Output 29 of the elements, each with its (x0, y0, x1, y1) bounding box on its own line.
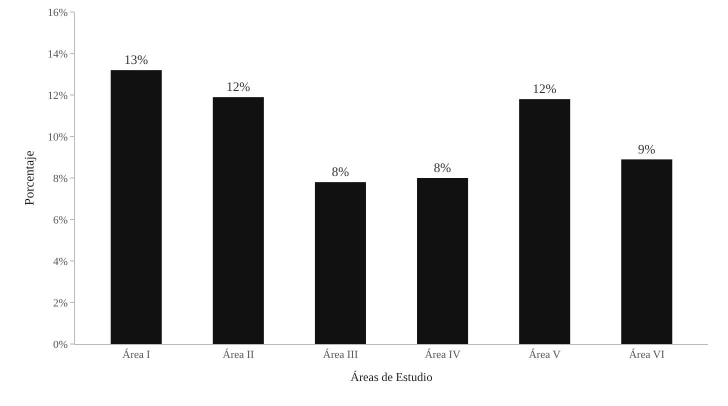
data-label: 12% (226, 79, 250, 94)
y-tick-label: 4% (53, 256, 68, 268)
data-label: 8% (332, 164, 350, 180)
data-label: 8% (434, 160, 452, 175)
y-tick-label: 6% (53, 214, 68, 226)
x-tick-label: Área V (528, 348, 561, 362)
data-label: 12% (532, 81, 557, 96)
data-label: 9% (638, 141, 656, 156)
y-tick-label: 12% (48, 90, 68, 102)
x-tick-label: Área II (222, 348, 254, 362)
bar (519, 99, 570, 344)
x-tick-label: Área III (322, 348, 358, 362)
y-tick-label: 2% (53, 297, 68, 310)
data-label: 13% (124, 52, 148, 68)
y-tick-label: 8% (53, 172, 68, 185)
x-tick-label: Área VI (628, 348, 665, 362)
y-tick-label: 16% (48, 6, 68, 19)
x-tick-label: Área I (122, 348, 150, 362)
bar (110, 70, 162, 344)
bar (621, 159, 672, 344)
y-tick-label: 14% (48, 48, 68, 60)
bar (314, 182, 366, 344)
x-axis-title: Áreas de Estudio (350, 370, 432, 384)
bar (417, 178, 468, 344)
y-tick-label: 0% (53, 338, 68, 351)
y-axis-title: Porcentaje (22, 150, 37, 206)
x-tick-label: Área IV (424, 348, 460, 362)
y-tick-label: 10% (48, 131, 68, 144)
bar (212, 97, 264, 344)
